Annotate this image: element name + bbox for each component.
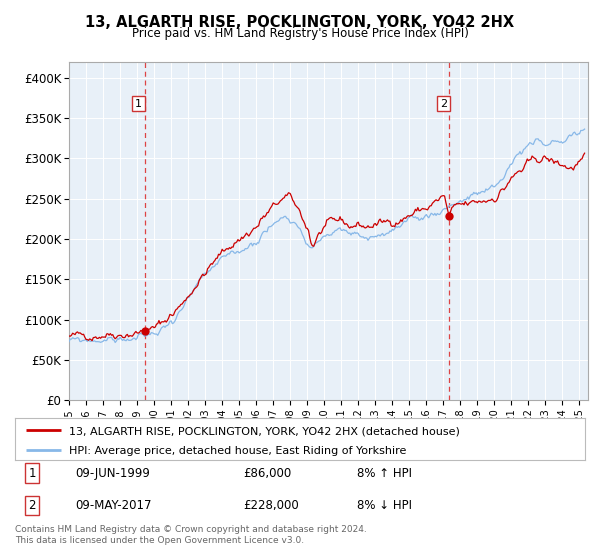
Text: 13, ALGARTH RISE, POCKLINGTON, YORK, YO42 2HX: 13, ALGARTH RISE, POCKLINGTON, YORK, YO4… (85, 15, 515, 30)
Text: 09-MAY-2017: 09-MAY-2017 (75, 499, 151, 512)
Text: 8% ↑ HPI: 8% ↑ HPI (357, 466, 412, 480)
Text: 1: 1 (28, 466, 36, 480)
Text: £86,000: £86,000 (243, 466, 291, 480)
Text: 13, ALGARTH RISE, POCKLINGTON, YORK, YO42 2HX (detached house): 13, ALGARTH RISE, POCKLINGTON, YORK, YO4… (69, 427, 460, 437)
Text: Price paid vs. HM Land Registry's House Price Index (HPI): Price paid vs. HM Land Registry's House … (131, 27, 469, 40)
Text: 2: 2 (28, 499, 36, 512)
Text: Contains HM Land Registry data © Crown copyright and database right 2024.
This d: Contains HM Land Registry data © Crown c… (15, 525, 367, 545)
Text: HPI: Average price, detached house, East Riding of Yorkshire: HPI: Average price, detached house, East… (69, 446, 407, 456)
Text: 1: 1 (135, 99, 142, 109)
Text: 09-JUN-1999: 09-JUN-1999 (75, 466, 150, 480)
Text: 2: 2 (440, 99, 447, 109)
Text: 8% ↓ HPI: 8% ↓ HPI (357, 499, 412, 512)
Text: £228,000: £228,000 (243, 499, 299, 512)
